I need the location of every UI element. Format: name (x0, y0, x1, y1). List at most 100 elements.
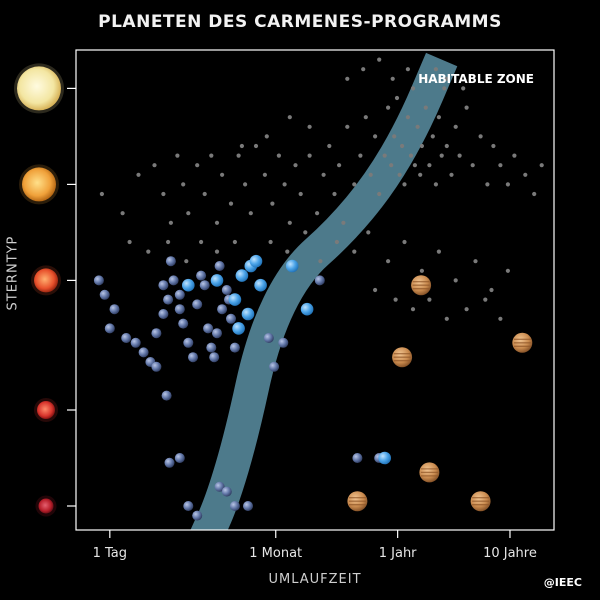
small-grey-dot-point (209, 153, 214, 158)
small-grey-dot-point (298, 191, 303, 197)
x-tick-label: 1 Monat (249, 546, 302, 561)
small-grey-dot-point (214, 220, 220, 225)
small-grey-dot-point (202, 191, 207, 197)
small-grey-dot-point (287, 115, 292, 120)
earth-like-planet-point (229, 342, 240, 353)
small-grey-dot-point (410, 86, 416, 91)
earth-like-planet-point (130, 337, 141, 348)
small-grey-dot-point (270, 201, 275, 206)
earth-like-planet-point (104, 323, 115, 334)
small-grey-dot-point (327, 143, 332, 149)
small-grey-dot-point (512, 153, 517, 158)
earth-like-planet-point (206, 342, 217, 353)
small-grey-dot-point (243, 182, 248, 187)
small-grey-dot-point (433, 67, 438, 72)
small-grey-dot-point (405, 115, 410, 120)
small-grey-dot-point (332, 191, 337, 197)
small-grey-dot-point (161, 191, 166, 197)
small-grey-dot-point (166, 239, 171, 245)
earth-like-planet-point (192, 299, 203, 310)
earth-like-planet-point (243, 501, 253, 511)
small-grey-dot-point (334, 239, 339, 245)
small-grey-dot-point (444, 143, 449, 149)
earth-like-planet-point (168, 275, 179, 286)
water-world-planet-point (232, 322, 245, 335)
earth-like-planet-point (192, 510, 203, 521)
small-grey-dot-point (337, 163, 342, 168)
yellow-star-icon (17, 66, 61, 111)
small-grey-dot-point (321, 172, 326, 177)
small-grey-dot-point (358, 153, 363, 158)
small-grey-dot-point (363, 115, 368, 120)
small-grey-dot-point (345, 76, 350, 81)
small-grey-dot-point (444, 76, 449, 81)
small-grey-dot-point (366, 230, 371, 235)
small-grey-dot-point (402, 182, 407, 187)
water-world-planet-point (378, 451, 392, 465)
small-grey-dot-point (402, 239, 407, 245)
small-grey-dot-point (405, 67, 410, 72)
small-grey-dot-point (400, 143, 405, 149)
small-grey-dot-point (397, 172, 402, 177)
small-grey-dot-point (419, 143, 424, 149)
earth-like-planet-point (203, 323, 214, 334)
small-grey-dot-point (352, 182, 357, 187)
small-grey-dot-point (168, 220, 173, 225)
small-grey-dot-point (423, 76, 428, 81)
small-grey-dot-point (293, 163, 298, 168)
small-grey-dot-point (491, 143, 496, 149)
small-grey-dot-point (430, 134, 435, 139)
small-grey-dot-point (478, 134, 483, 139)
water-world-planet-point (285, 259, 299, 273)
dark-red-star-icon (38, 498, 54, 514)
small-grey-dot-point (423, 105, 428, 110)
water-world-planet-point (254, 278, 267, 292)
plot-frame (75, 49, 555, 531)
earth-like-planet-point (263, 333, 274, 343)
small-grey-dot-point (415, 124, 420, 129)
small-grey-dot-point (453, 278, 458, 283)
small-grey-dot-point (449, 172, 454, 177)
small-grey-dot-point (386, 259, 391, 264)
earth-like-planet-point (314, 275, 325, 286)
earth-like-planet-point (212, 328, 222, 339)
small-grey-dot-point (352, 249, 357, 254)
small-grey-dot-point (220, 172, 225, 177)
small-grey-dot-point (146, 249, 151, 254)
small-grey-dot-point (186, 211, 191, 216)
earth-like-planet-point (163, 294, 174, 305)
small-grey-dot-point (498, 316, 503, 321)
small-grey-dot-point (276, 153, 281, 158)
small-grey-dot-point (368, 172, 373, 177)
small-grey-dot-point (318, 259, 323, 264)
earth-like-planet-point (183, 501, 194, 511)
small-grey-dot-point (248, 211, 253, 216)
small-grey-dot-point (461, 86, 466, 91)
orange-star-icon (22, 167, 56, 202)
small-grey-dot-point (373, 134, 378, 139)
earth-like-planet-point (199, 280, 210, 291)
small-grey-dot-point (307, 124, 312, 129)
earth-like-planet-point (229, 501, 240, 511)
plot-area (93, 52, 544, 530)
x-axis-label: UMLAUFZEIT (268, 572, 362, 587)
small-grey-dot-point (419, 268, 424, 273)
small-grey-dot-point (427, 163, 432, 168)
earth-like-planet-point (151, 328, 162, 339)
earth-like-planet-point (269, 361, 280, 372)
small-grey-dot-point (228, 201, 234, 206)
small-grey-dot-point (453, 124, 458, 129)
small-grey-dot-point (214, 249, 220, 254)
earth-like-planet-point (121, 333, 132, 343)
small-grey-dot-point (236, 153, 241, 158)
earth-like-planet-point (278, 337, 289, 348)
small-grey-dot-point (427, 297, 432, 302)
water-world-planet-point (300, 302, 314, 316)
earth-like-planet-point (174, 304, 185, 315)
small-grey-dot-point (181, 182, 186, 187)
small-grey-dot-point (239, 143, 244, 149)
small-grey-dot-point (464, 307, 469, 312)
small-grey-dot-point (253, 143, 259, 149)
earth-like-planet-point (196, 270, 207, 281)
small-grey-dot-point (386, 105, 391, 110)
